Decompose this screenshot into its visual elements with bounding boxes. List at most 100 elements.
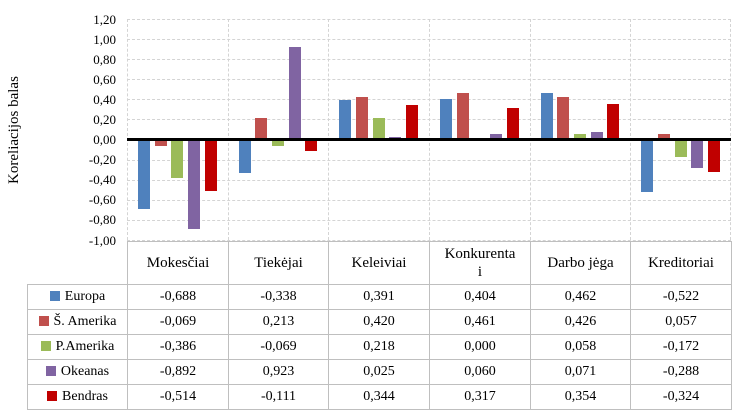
y-tick-label: 1,20 — [93, 11, 116, 27]
value-cell: 0,354 — [530, 384, 631, 410]
table-row: Bendras -0,514 -0,111 0,344 0,317 0,354 -0,324 — [27, 384, 732, 410]
category-header: Darbo jėga — [530, 241, 631, 285]
bar-europa-4 — [540, 93, 553, 140]
bar-amerika-4 — [557, 96, 570, 140]
y-tick-label: -1,00 — [88, 232, 116, 248]
bar-bendras-4 — [607, 103, 620, 140]
table-row: Okeanas -0,892 0,923 0,025 0,060 0,071 -0,288 — [27, 359, 732, 385]
gridline-vertical — [630, 19, 632, 240]
category-header: Keleiviai — [328, 241, 430, 285]
legend-swatch-icon — [45, 365, 56, 376]
gridline-vertical — [328, 19, 330, 240]
bar-pamerika-2 — [372, 117, 385, 140]
value-cell: 0,426 — [530, 309, 631, 335]
value-cell: 0,218 — [328, 334, 430, 360]
value-cell: -0,288 — [630, 359, 732, 385]
bar-amerika-5 — [658, 133, 671, 140]
series-legend-cell: P.Amerika — [27, 334, 128, 360]
category-header: Kreditoriai — [630, 241, 732, 285]
category-header: Mokesčiai — [127, 241, 229, 285]
bar-europa-1 — [238, 139, 251, 174]
value-cell: -0,172 — [630, 334, 732, 360]
data-table-body: Europa -0,688 -0,338 0,391 0,404 0,462 -0,522 Š… — [27, 284, 732, 410]
bar-pamerika-5 — [674, 139, 687, 157]
value-cell: -0,069 — [228, 334, 329, 360]
data-table-header: Mokesčiai Tiekėjai Keleiviai Konkurenta i Da… — [28, 241, 732, 285]
bar-okeanas-0 — [187, 139, 200, 230]
value-cell: 0,057 — [630, 309, 732, 335]
value-cell: 0,461 — [429, 309, 531, 335]
gridline-vertical — [730, 19, 731, 240]
bar-bendras-5 — [707, 139, 720, 173]
bar-okeanas-2 — [389, 137, 402, 140]
value-cell: 0,344 — [328, 384, 430, 410]
y-tick-label: 0,80 — [93, 51, 116, 67]
plot-area — [127, 19, 731, 241]
value-cell: 0,317 — [429, 384, 531, 410]
bar-europa-5 — [641, 139, 654, 192]
bar-bendras-1 — [305, 139, 318, 151]
value-cell: -0,522 — [630, 284, 732, 310]
value-cell: 0,060 — [429, 359, 531, 385]
series-legend-cell: Okeanas — [27, 359, 128, 385]
bar-amerika-3 — [456, 93, 469, 140]
y-tick-label: 0,20 — [93, 111, 116, 127]
series-legend-cell: Europa — [27, 284, 128, 310]
gridline-vertical — [227, 19, 229, 240]
value-cell: 0,213 — [228, 309, 329, 335]
value-cell: 0,462 — [530, 284, 631, 310]
value-cell: 0,923 — [228, 359, 329, 385]
y-tick-label: 1,00 — [93, 31, 116, 47]
gridline-vertical — [429, 19, 430, 240]
y-tick-label: -0,40 — [88, 172, 116, 188]
gridline-vertical — [127, 19, 128, 240]
gridline-horizontal — [127, 240, 731, 241]
value-cell: -0,338 — [228, 284, 329, 310]
bar-bendras-2 — [405, 104, 418, 140]
table-corner-cell — [28, 242, 128, 285]
bar-bendras-3 — [506, 107, 519, 140]
series-name: Okeanas — [60, 364, 110, 379]
gridline-vertical — [529, 19, 531, 240]
data-table: Mokesčiai Tiekėjai Keleiviai Konkurenta i Da… — [27, 241, 732, 410]
value-cell: -0,514 — [127, 384, 229, 410]
y-axis-title: Koreliacijos balas — [6, 76, 22, 184]
value-cell: -0,111 — [228, 384, 329, 410]
value-cell: 0,404 — [429, 284, 531, 310]
series-name: Bendras — [62, 389, 108, 404]
y-tick-label: -0,60 — [88, 192, 116, 208]
table-header-row: Mokesčiai Tiekėjai Keleiviai Konkurenta i Da… — [28, 241, 732, 285]
value-cell: 0,071 — [530, 359, 631, 385]
value-cell: -0,324 — [630, 384, 732, 410]
value-cell: -0,069 — [127, 309, 229, 335]
bar-amerika-1 — [255, 118, 268, 140]
bar-okeanas-5 — [691, 139, 704, 169]
value-cell: 0,420 — [328, 309, 430, 335]
series-name: P.Amerika — [55, 339, 115, 354]
value-cell: -0,688 — [127, 284, 229, 310]
bar-bendras-0 — [204, 139, 217, 192]
bar-europa-2 — [339, 100, 352, 140]
series-name: Europa — [64, 289, 106, 304]
bar-amerika-0 — [154, 139, 167, 147]
series-name: Š. Amerika — [53, 314, 117, 329]
bar-europa-0 — [138, 139, 151, 209]
value-cell: 0,000 — [429, 334, 531, 360]
bar-okeanas-1 — [288, 46, 301, 140]
bar-okeanas-3 — [489, 133, 502, 140]
y-tick-label: 0,60 — [93, 71, 116, 87]
bar-amerika-2 — [356, 97, 369, 140]
value-cell: 0,025 — [328, 359, 430, 385]
legend-swatch-icon — [40, 340, 51, 351]
y-tick-label: 0,40 — [93, 91, 116, 107]
legend-swatch-icon — [38, 315, 49, 326]
y-tick-label: -0,80 — [88, 212, 116, 228]
value-cell: -0,892 — [127, 359, 229, 385]
value-cell: -0,386 — [127, 334, 229, 360]
legend-swatch-icon — [47, 390, 58, 401]
table-row: Europa -0,688 -0,338 0,391 0,404 0,462 -0,522 — [27, 284, 732, 310]
y-tick-label: -0,20 — [88, 152, 116, 168]
value-cell: 0,058 — [530, 334, 631, 360]
bar-europa-3 — [440, 98, 453, 140]
